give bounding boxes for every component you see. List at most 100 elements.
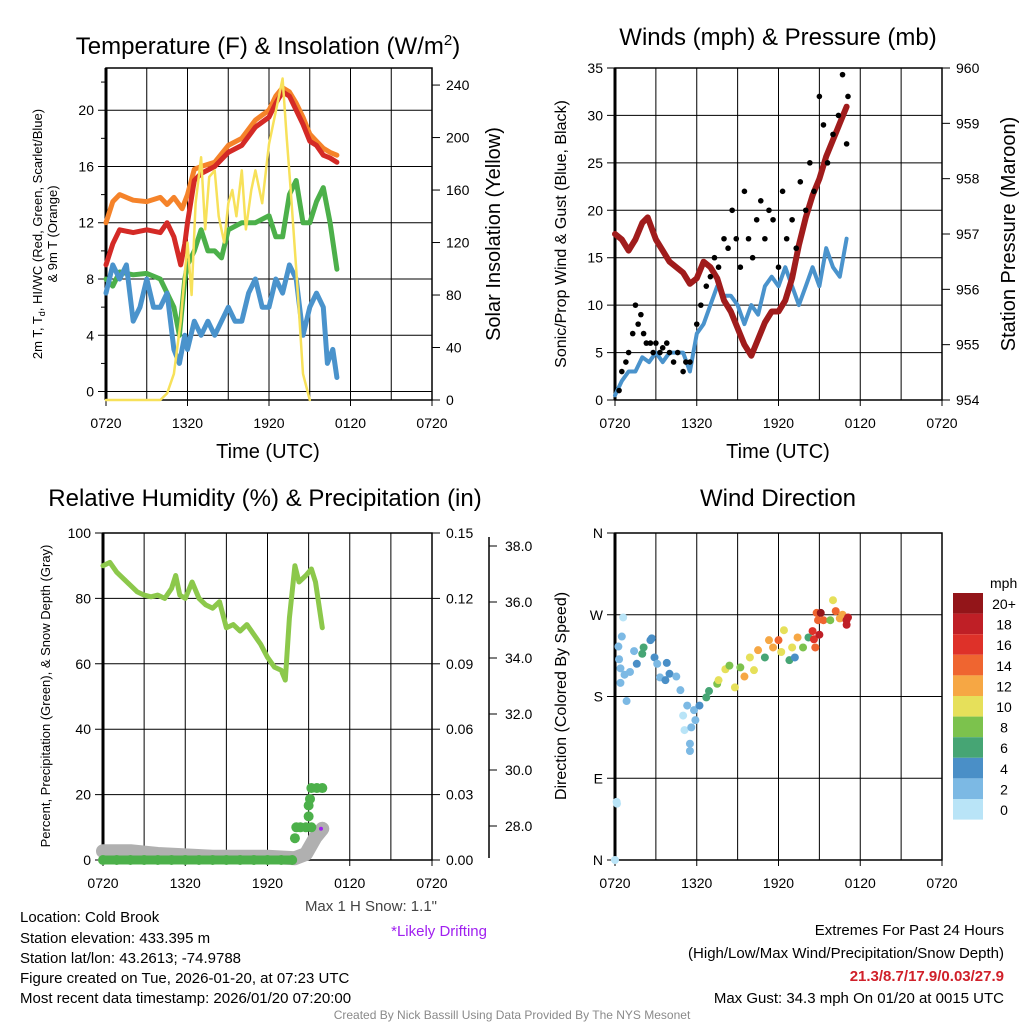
series-gust-point [657, 349, 663, 356]
series-gust-point [616, 387, 622, 394]
series-gust-point [698, 302, 704, 308]
solar-axis-tick-label: 0 [446, 392, 454, 408]
series-gust-point [711, 254, 718, 261]
temp-xtick-label: 1920 [253, 415, 284, 431]
drifting-note: *Likely Drifting [391, 923, 487, 940]
legend-swatch [953, 654, 983, 676]
series-gust-point [638, 311, 644, 318]
direction-point [625, 667, 634, 676]
solar-axis-tick-label: 120 [446, 235, 470, 251]
wind-ytick-label: 30 [587, 107, 603, 123]
wind-ytick-label: 10 [587, 297, 603, 313]
series-gust-point [640, 330, 647, 337]
direction-point [788, 643, 797, 652]
solar-ylabel: Solar Insolation (Yellow) [483, 127, 505, 341]
series-precipitation-point [303, 811, 314, 822]
direction-point [619, 613, 628, 622]
temp-ylabel-line2: & 9m T (Orange) [45, 185, 60, 282]
direction-point [679, 711, 688, 720]
temp-xtick-label: 1320 [172, 415, 203, 431]
legend-swatch [953, 757, 983, 779]
direction-point [760, 653, 769, 662]
direction-point [615, 655, 624, 664]
series-precipitation-point [287, 855, 298, 865]
rh-ytick-label: 100 [68, 525, 92, 541]
wind-ytick-label: 25 [587, 155, 603, 171]
temp-xtick-label: 0720 [90, 415, 121, 431]
direction-point [665, 669, 674, 678]
pressure-axis-tick-label: 958 [956, 171, 980, 187]
series-gust-point [802, 207, 809, 214]
direction-xtick-label: 1320 [681, 875, 712, 891]
rh-panel-title: Relative Humidity (%) & Precipitation (i… [48, 485, 481, 512]
series-gust-point [811, 188, 817, 195]
series-likely-drifting-marker [318, 826, 323, 831]
rh-ytick-label: 0 [83, 852, 91, 868]
series-gust-point [619, 368, 625, 375]
series-gust-point [647, 340, 654, 346]
snow-axis-tick-label: 34.0 [505, 650, 532, 666]
legend-label: 8 [1000, 720, 1008, 736]
extremes-subtitle: (High/Low/Max Wind/Precipitation/Snow De… [688, 945, 1004, 962]
series-precipitation-point [166, 855, 177, 865]
direction-ytick-label: W [590, 607, 604, 623]
series-gust-point [693, 321, 700, 327]
direction-xtick-label: 0720 [599, 875, 630, 891]
series-gust-point [683, 359, 689, 365]
series-precipitation-point [207, 855, 218, 865]
direction-point [831, 607, 840, 616]
direction-point [736, 663, 745, 672]
precip-axis-tick-label: 0.06 [446, 721, 473, 737]
legend-label: 10 [996, 699, 1012, 715]
series-precipitation-point [98, 855, 108, 865]
temp-ytick-label: 8 [86, 271, 94, 287]
series-gust-point [659, 345, 666, 351]
direction-point [647, 634, 656, 643]
series-gust-point [629, 330, 636, 337]
series-gust-point [770, 216, 776, 223]
series-gust-point [775, 264, 782, 271]
elevation-text: Station elevation: 433.395 m [20, 930, 210, 947]
location-text: Location: Cold Brook [20, 909, 160, 926]
series-gust-point [797, 179, 804, 185]
snow-axis-tick-label: 38.0 [505, 538, 532, 554]
series-precipitation-point [193, 855, 204, 865]
direction-ytick-label: N [593, 525, 603, 541]
precip-axis-tick-label: 0.00 [446, 852, 473, 868]
direction-point [730, 683, 739, 692]
direction-ytick-label: S [594, 689, 603, 705]
series-gust-point [843, 141, 850, 147]
wind-ytick-label: 35 [587, 60, 603, 76]
wind-ytick-label: 0 [595, 392, 603, 408]
legend-swatch [953, 737, 983, 758]
direction-panel: N E S W N 0720 1320 1920 0120 0720 mph 20+ 18 16 14 12 1… [590, 525, 1017, 891]
series-gust-point [670, 359, 677, 365]
direction-point [639, 643, 648, 652]
legend-label: 18 [996, 617, 1012, 633]
direction-point [616, 678, 625, 687]
rh-xtick-label: 0720 [416, 875, 447, 891]
legend-swatch [953, 675, 983, 696]
series-gust-point [721, 235, 727, 242]
series-gust-point [820, 122, 827, 128]
pressure-ylabel: Station Pressure (Maroon) [998, 117, 1020, 352]
series-9m-t-line [103, 85, 340, 226]
series-gust-point [707, 273, 714, 280]
solar-axis-tick-label: 160 [446, 182, 470, 198]
direction-point [661, 676, 670, 685]
pressure-axis-tick-label: 960 [956, 60, 980, 76]
temp-panel: 0 4 8 12 16 20 0720 1320 1920 0120 0720 0 40 80 120 160… [78, 67, 470, 431]
legend-label: 0 [1000, 802, 1008, 818]
direction-point [622, 697, 631, 706]
legend-label: 2 [1000, 781, 1008, 797]
series-2m-t-line [103, 89, 340, 268]
direction-point [691, 716, 700, 725]
max-gust-text: Max Gust: 34.3 mph On 01/20 at 0015 UTC [714, 990, 1004, 1007]
series-snow-depth-line [96, 821, 330, 866]
series-gust-point [757, 198, 764, 204]
series-gust-point [830, 131, 836, 138]
direction-point [725, 661, 734, 670]
series-gust-point [715, 264, 722, 271]
series-gust-point [816, 93, 823, 100]
